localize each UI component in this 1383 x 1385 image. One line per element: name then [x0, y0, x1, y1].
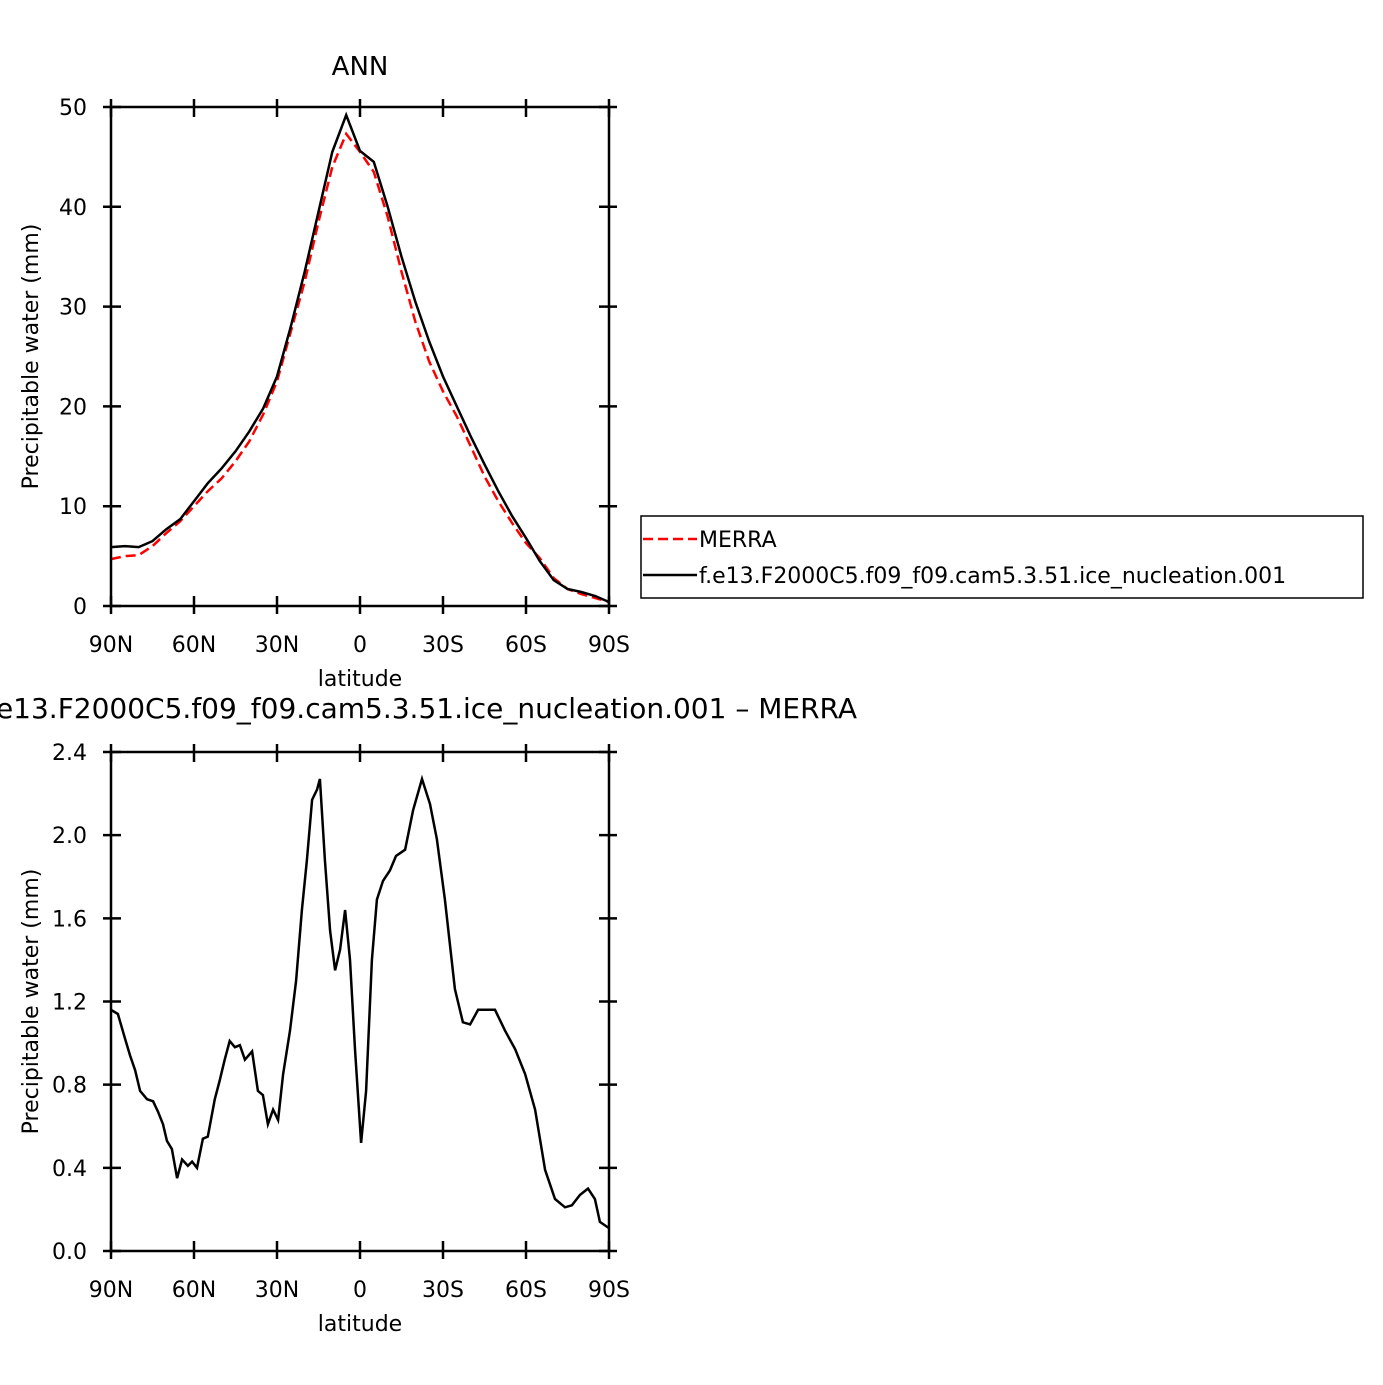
- x-tick-label: 60S: [505, 1278, 547, 1303]
- chart-title: f.e13.F2000C5.f09_f09.cam5.3.51.ice_nucl…: [0, 692, 857, 725]
- data-line: [110, 111, 610, 604]
- y-tick-label: 0.0: [52, 1240, 87, 1265]
- legend-label: MERRA: [699, 528, 777, 553]
- data-line: [110, 131, 610, 604]
- x-tick-label: 90N: [89, 633, 133, 658]
- x-tick-label: 0: [353, 1278, 367, 1303]
- x-tick-label: 30N: [255, 1278, 299, 1303]
- x-tick-label: 30S: [422, 633, 464, 658]
- y-tick-label: 2.0: [52, 824, 87, 849]
- y-tick-label: 40: [59, 196, 87, 221]
- y-tick-label: 50: [59, 96, 87, 121]
- y-tick-label: 0: [73, 595, 87, 620]
- y-axis-label: Precipitable water (mm): [19, 224, 44, 490]
- y-tick-label: 30: [59, 296, 87, 321]
- y-tick-label: 10: [59, 495, 87, 520]
- data-line: [110, 774, 610, 1230]
- plot-frame: [109, 105, 611, 608]
- x-tick-label: 60S: [505, 633, 547, 658]
- plot-frame: [109, 750, 611, 1253]
- x-axis-label: latitude: [318, 667, 402, 692]
- legend-box: [640, 515, 1364, 599]
- y-tick-label: 20: [59, 395, 87, 420]
- x-tick-label: 90S: [588, 633, 630, 658]
- y-tick-label: 1.6: [52, 907, 87, 932]
- y-tick-label: 0.4: [52, 1157, 87, 1182]
- y-tick-label: 2.4: [52, 741, 87, 766]
- y-tick-label: 0.8: [52, 1074, 87, 1099]
- x-axis-label: latitude: [318, 1312, 402, 1337]
- x-tick-label: 60N: [172, 1278, 216, 1303]
- legend-label: f.e13.F2000C5.f09_f09.cam5.3.51.ice_nucl…: [699, 564, 1286, 589]
- y-axis-label: Precipitable water (mm): [19, 869, 44, 1135]
- x-tick-label: 60N: [172, 633, 216, 658]
- x-tick-label: 90S: [588, 1278, 630, 1303]
- chart-title: ANN: [332, 52, 389, 82]
- x-tick-label: 90N: [89, 1278, 133, 1303]
- y-tick-label: 1.2: [52, 991, 87, 1016]
- x-tick-label: 30S: [422, 1278, 464, 1303]
- x-tick-label: 0: [353, 633, 367, 658]
- x-tick-label: 30N: [255, 633, 299, 658]
